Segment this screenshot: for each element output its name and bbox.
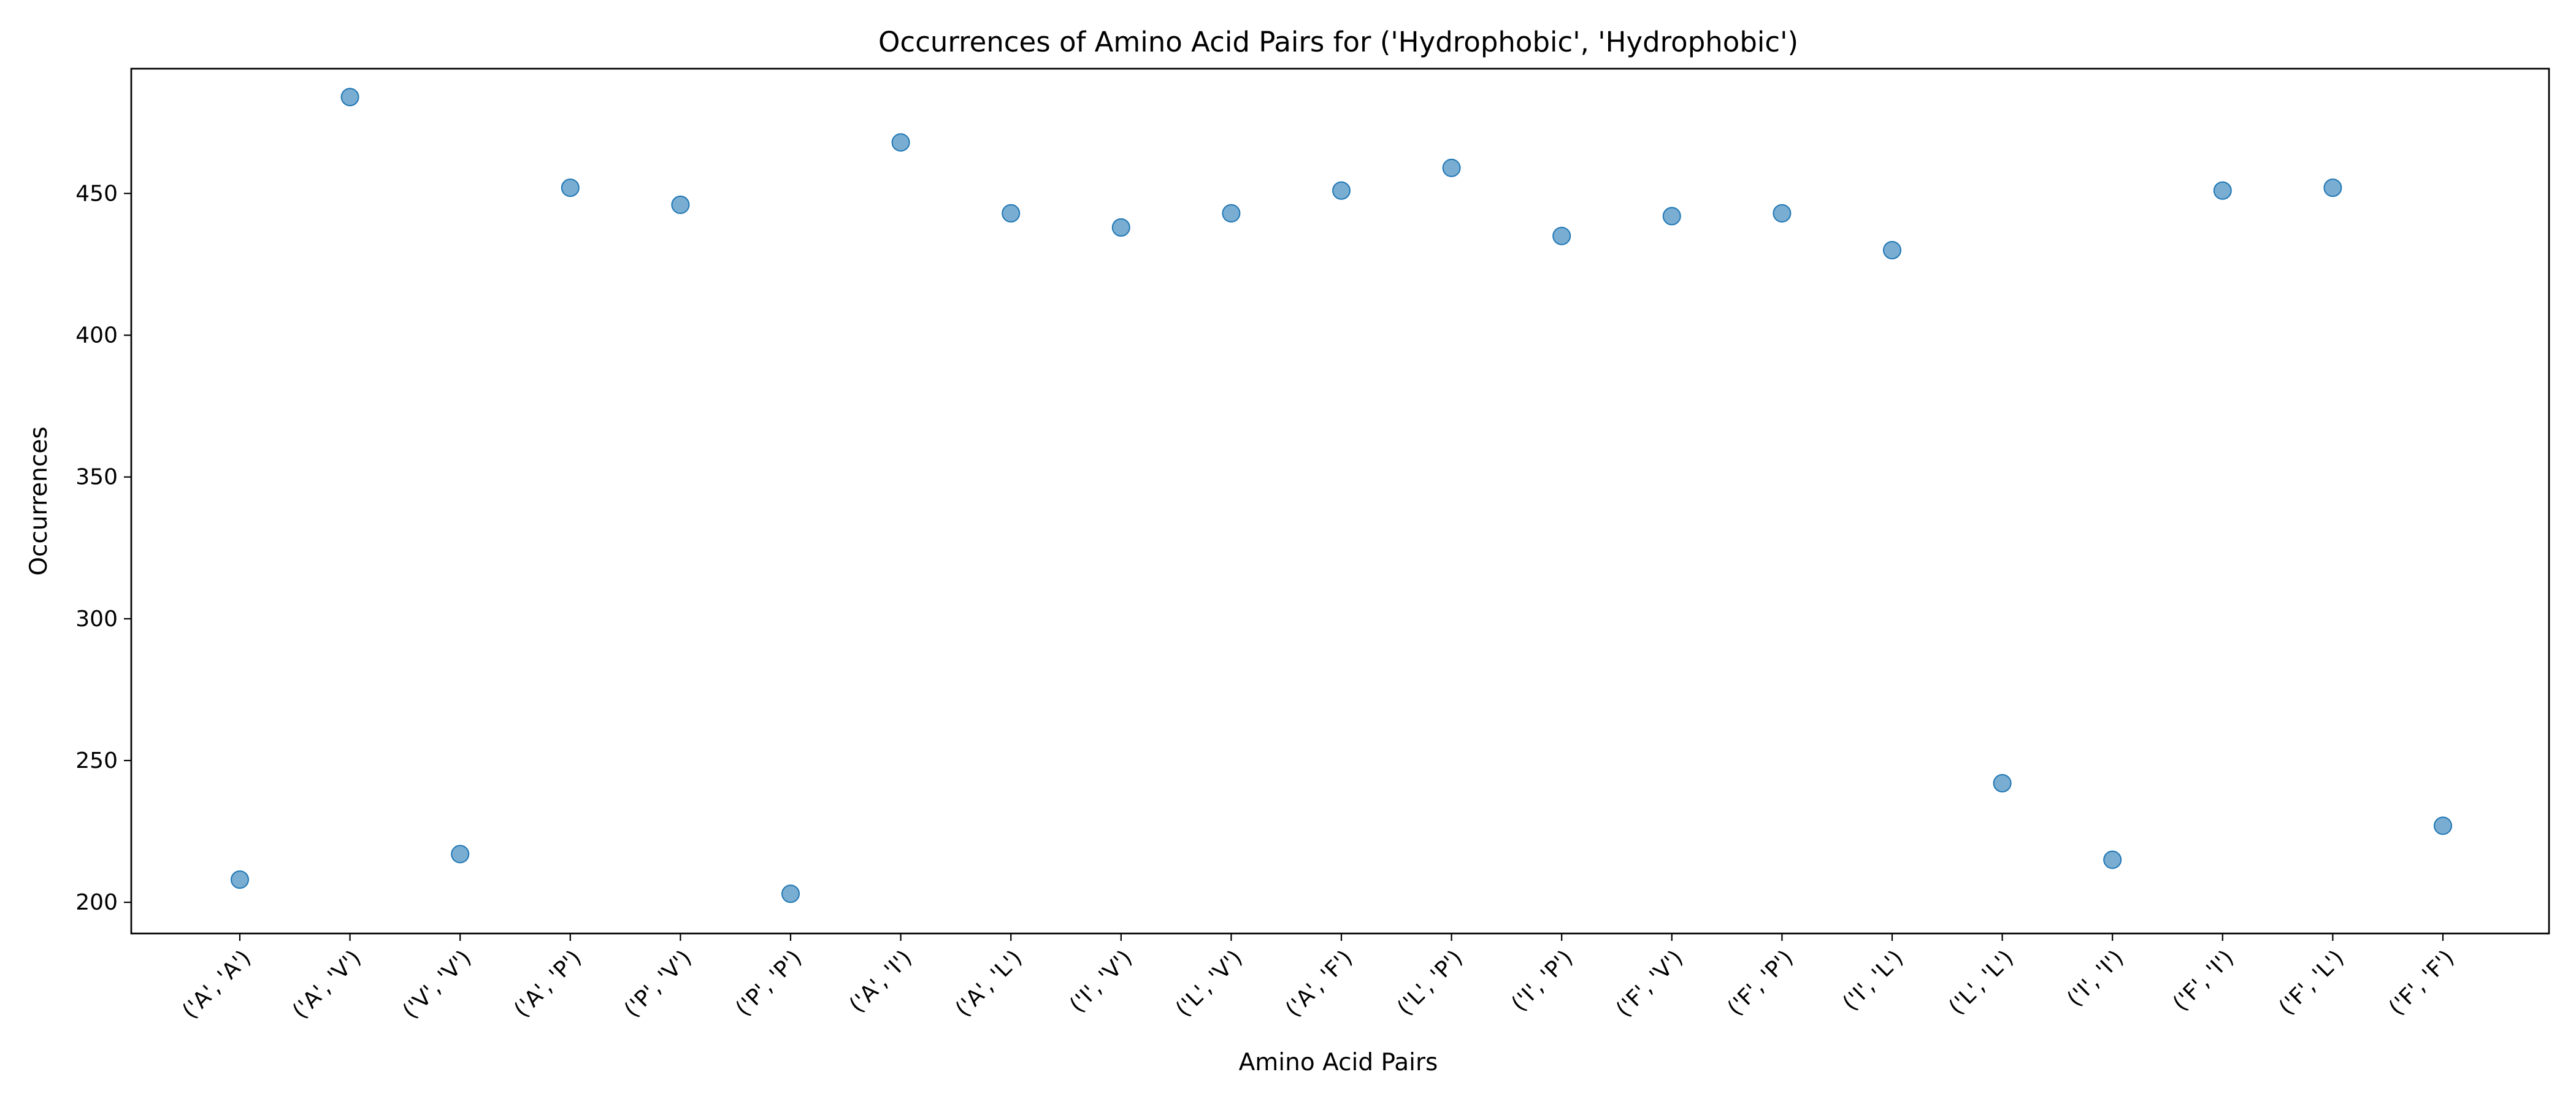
data-point [1442,158,1461,177]
chart-title: Occurrences of Amino Acid Pairs for ('Hy… [878,26,1798,58]
x-tick-label: ('P', 'P') [731,945,807,1021]
x-tick-label: ('A', 'F') [1281,945,1357,1022]
x-tick-label: ('I', 'I') [2063,945,2129,1011]
data-point [1111,218,1130,237]
x-tick-label: ('F', 'V') [1611,945,1688,1022]
data-point [1773,204,1792,223]
y-tick-label: 450 [75,181,118,206]
x-tick-label: ('A', 'P') [509,945,586,1022]
x-tick-label: ('P', 'V') [619,945,697,1022]
x-tick-label: ('L', 'P') [1392,945,1468,1021]
data-point [561,178,580,197]
data-point [451,845,470,864]
data-point [231,870,249,889]
x-tick-label: ('A', 'I') [845,945,917,1018]
x-tick-label: ('I', 'P') [1507,945,1578,1016]
data-point [1222,204,1241,223]
x-tick-label: ('F', 'F') [2384,945,2459,1020]
x-tick-label: ('A', 'L') [951,945,1027,1022]
plot-frame [130,67,2550,935]
y-tick-label: 200 [75,890,118,915]
data-point [891,133,910,152]
data-point [1002,204,1021,223]
x-tick-label: ('V', 'V') [398,945,477,1024]
data-point [1552,226,1571,245]
x-tick-label: ('A', 'A') [177,945,256,1024]
x-tick-label: ('F', 'L') [2274,945,2349,1020]
y-tick-label: 400 [75,323,118,348]
x-tick-label: ('L', 'V') [1171,945,1248,1022]
data-point [2213,181,2232,200]
data-point [2103,850,2122,869]
y-tick-label: 350 [75,465,118,490]
data-point [340,88,359,107]
x-tick-label: ('I', 'V') [1065,945,1137,1018]
data-point [1883,240,1901,259]
data-point [2434,816,2452,835]
data-point [1662,207,1681,226]
y-tick-label: 300 [75,607,118,632]
plot-area: 200 250 300 350 400 450 ('A', 'A') ('A', 'V') ('… [75,88,2459,1024]
x-tick-label: ('A', 'V') [288,945,366,1024]
x-axis-label: Amino Acid Pairs [1239,1049,1438,1076]
data-point [1993,773,2012,792]
data-point [2323,178,2342,197]
x-tick-label: ('F', 'P') [1723,945,1798,1021]
x-tick-label: ('I', 'L') [1838,945,1909,1016]
data-point [1332,181,1351,200]
x-tick-label: ('L', 'L') [1944,945,2018,1019]
data-point [781,884,800,903]
data-point [671,195,690,214]
y-tick-label: 250 [75,748,118,773]
x-tick-label: ('F', 'I') [2168,945,2239,1016]
y-axis-label: Occurrences [25,426,53,575]
